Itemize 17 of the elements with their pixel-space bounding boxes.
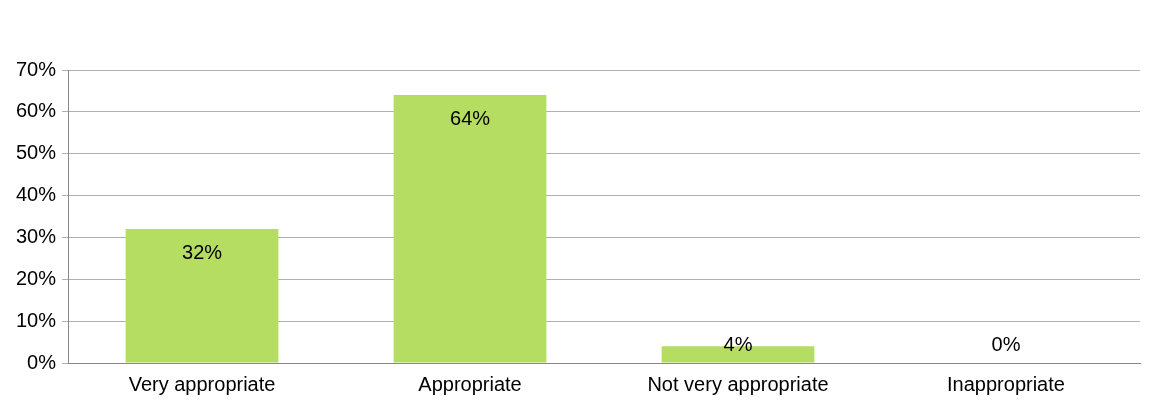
data-label: 64% — [450, 106, 491, 129]
y-tick-label: 30% — [16, 224, 57, 247]
data-label: 32% — [182, 240, 223, 263]
y-tick-label: 10% — [16, 308, 57, 331]
y-tick-label: 20% — [16, 266, 57, 289]
y-tick-label: 70% — [16, 57, 57, 80]
x-tick-label: Appropriate — [418, 372, 522, 395]
y-tick-label: 60% — [16, 99, 57, 122]
bar — [125, 229, 279, 363]
y-tick-label: 40% — [16, 183, 57, 206]
y-tick-label: 0% — [27, 350, 57, 373]
data-label: 0% — [991, 332, 1021, 355]
x-tick-label: Very appropriate — [128, 372, 276, 395]
bar — [393, 95, 547, 363]
y-tick-label: 50% — [16, 141, 57, 164]
x-tick-label: Inappropriate — [947, 372, 1065, 395]
x-tick-label: Not very appropriate — [647, 372, 829, 395]
